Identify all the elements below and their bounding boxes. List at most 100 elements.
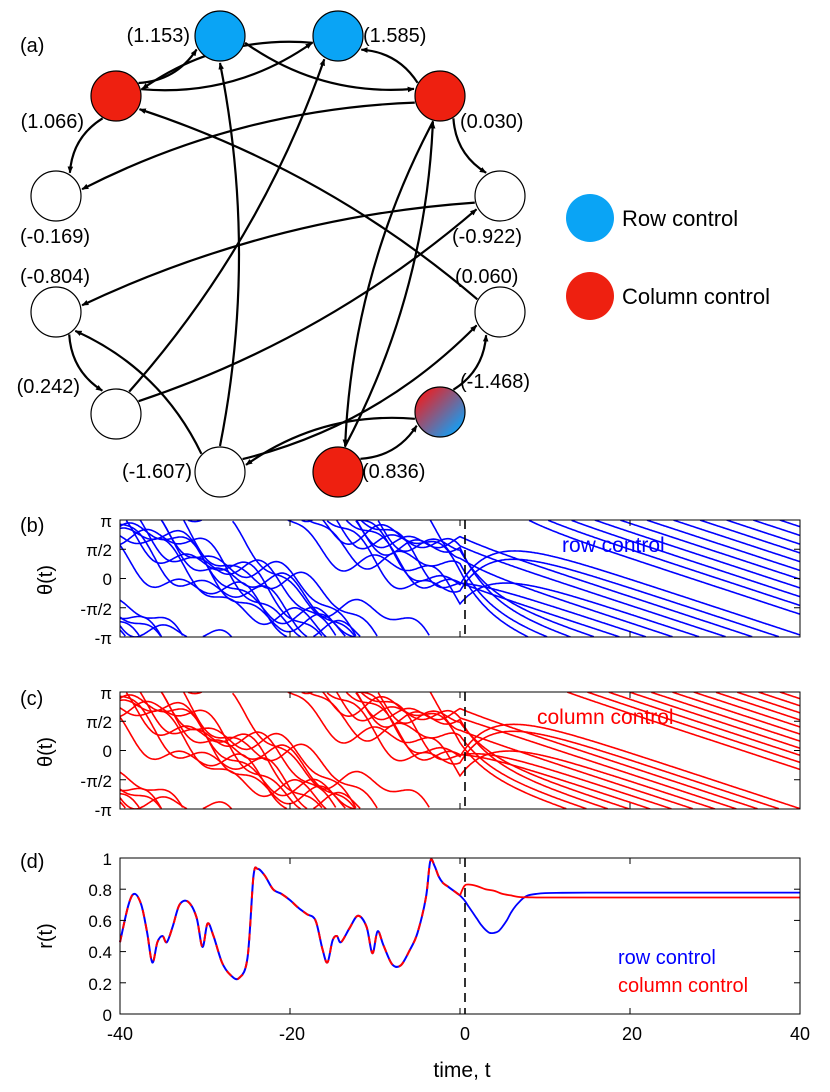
network-node-label: (-0.922) [452,226,522,248]
network-edge [128,58,326,393]
legend-column-swatch [566,272,614,320]
network-edge [81,201,475,307]
panel-b-ytick-half-pi: π/2 [86,541,112,560]
network-edge [138,108,479,301]
panel-c-series [120,692,800,809]
panel-d-xtick-40: 40 [790,1024,810,1044]
panel-d-xtick-20: 20 [622,1024,642,1044]
panel-d-xlabel: time, t [433,1059,490,1082]
phase-series-column-10 [120,692,800,809]
network-node-label: (0.242) [17,376,80,398]
network-diagram: (1.153) (1.585) (0.030) (-0.922) (0.060) (-1.… [17,10,530,498]
panel-label-c: (c) [20,688,43,710]
phase-series-row-3 [120,520,800,637]
network-node-labels: (1.153) (1.585) (0.030) (-0.922) (0.060) (-1.… [17,25,530,483]
phase-series-column-0 [120,692,800,809]
network-node-none-n9 [90,388,142,440]
panel-d-ytick-0-2: 0.2 [88,975,112,994]
network-edge [138,48,198,85]
phase-series-column-2 [120,692,800,809]
phase-series-row-8 [120,520,800,637]
network-edge [74,329,203,455]
network-node-none-n11 [30,170,82,222]
phase-series-row-9 [120,520,800,637]
network-node-label: (1.585) [363,25,426,47]
network-node-both-n6 [414,386,466,438]
network-node-row-n2 [312,10,364,62]
phase-series-column-6 [120,692,800,809]
panel-d-ylabel: r(t) [35,923,57,949]
phase-series-row-5 [120,520,800,637]
network-node-label: (1.066) [21,111,84,133]
network-edge [141,42,313,92]
panel-c-ytick-zero: 0 [103,742,112,761]
network-edge [67,117,104,174]
legend-column-label: Column control [622,284,770,309]
panel-b-ytick-zero: 0 [103,570,112,589]
control-legend: Row control Column control [566,194,770,320]
panel-d-xtick-neg20: -20 [279,1024,305,1044]
phase-series-column-9 [120,692,800,809]
panel-c-ticks [119,691,801,810]
network-edge [68,334,103,392]
network-node-none-n5 [474,286,526,338]
panel-c-ylabel: θ(t) [35,737,57,767]
phase-series-row-7 [120,520,800,637]
network-edge [452,118,487,174]
network-edge [81,101,415,191]
r-before-control-column [119,858,461,981]
network-node-label: (-1.468) [460,371,530,393]
r-before-control-row [119,858,461,981]
network-edge [244,41,415,93]
network-node-label: (0.030) [460,111,523,133]
network-edge [360,425,418,460]
phase-series-row-11 [120,520,800,637]
panel-d-series [119,858,800,981]
network-node-column-n7 [312,446,364,498]
panel-d-legend-column: column control [618,975,748,997]
panel-d-ticks [119,857,801,1015]
network-node-column-n12 [90,70,142,122]
network-node-label: (0.836) [362,461,425,483]
panel-c-ytick-neg-half-pi: -π/2 [80,772,112,791]
phase-series-column-11 [120,692,800,809]
panel-d-ytick-0-8: 0.8 [88,881,112,900]
panel-label-d: (d) [20,851,44,873]
panel-c-axes-box [119,691,801,810]
panel-d-legend-row: row control [618,947,716,969]
phase-series-column-3 [120,692,800,809]
network-node-none-n10 [30,286,82,338]
network-nodes [30,10,526,498]
phase-series-column-4 [120,692,800,809]
r-series-row-control [459,891,800,935]
panel-d-ytick-0: 0 [103,1006,112,1025]
network-edge [138,208,478,403]
panel-d-ytick-0-6: 0.6 [88,912,112,931]
panel-c-ytick-neg-pi: -π [95,801,112,820]
network-node-label: (0.060) [455,266,518,288]
network-node-row-n1 [194,10,246,62]
network-node-label: (1.153) [127,25,190,47]
network-edge [218,62,241,447]
panel-b-ylabel: θ(t) [35,565,57,595]
network-node-label: (-1.607) [122,461,192,483]
phase-series-column-7 [120,692,800,809]
panel-b-annotation: row control [562,534,665,557]
legend-row-swatch [566,194,614,242]
panel-d-ytick-0-4: 0.4 [88,943,112,962]
phase-series-row-2 [120,520,800,637]
network-node-none-n4 [474,170,526,222]
panel-d-xtick-neg40: -40 [107,1024,133,1044]
panel-d-ytick-1: 1 [103,850,112,869]
phase-series-column-8 [120,692,800,809]
panel-label-b: (b) [20,515,44,537]
panel-d-xtick-0: 0 [460,1024,470,1044]
network-edge [242,324,478,461]
panel-c-ytick-pi: π [100,684,112,703]
phase-series-column-1 [120,692,800,809]
panel-b-row-control-phases: π π/2 0 -π/2 -π θ(t) row control [35,512,801,648]
network-edge [343,121,436,448]
network-edge [342,120,435,447]
network-node-label: (-0.804) [20,266,90,288]
